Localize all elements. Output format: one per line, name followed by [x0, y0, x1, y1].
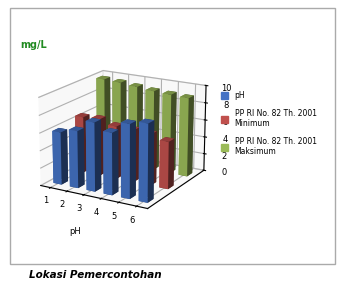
Text: Lokasi Pemercontohan: Lokasi Pemercontohan: [29, 270, 162, 280]
Legend: pH, PP RI No. 82 Th. 2001
Minimum, PP RI No. 82 Th. 2001
Maksimum: pH, PP RI No. 82 Th. 2001 Minimum, PP RI…: [219, 90, 318, 157]
Text: mg/L: mg/L: [20, 40, 47, 50]
X-axis label: pH: pH: [69, 227, 81, 236]
